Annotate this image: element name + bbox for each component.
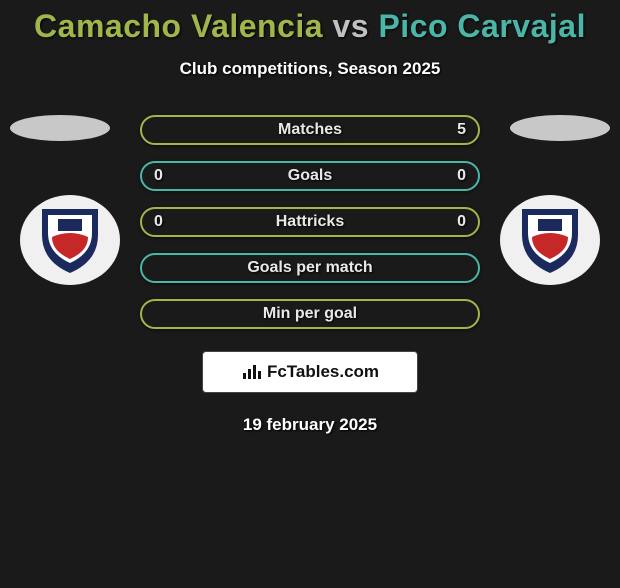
row-hattricks: 0 Hattricks 0: [140, 207, 480, 237]
hattricks-label: Hattricks: [276, 213, 344, 231]
shield-icon: [32, 201, 108, 277]
hattricks-right: 0: [457, 213, 466, 231]
player2-flag-oval: [510, 115, 610, 141]
gpm-label: Goals per match: [247, 259, 372, 277]
row-min-per-goal: Min per goal: [140, 299, 480, 329]
player2-name: Pico Carvajal: [378, 8, 586, 44]
bar-chart-icon: [241, 363, 263, 381]
hattricks-left: 0: [154, 213, 163, 231]
matches-label: Matches: [278, 121, 342, 139]
row-goals: 0 Goals 0: [140, 161, 480, 191]
goals-right: 0: [457, 167, 466, 185]
matches-right: 5: [457, 121, 466, 139]
subtitle: Club competitions, Season 2025: [0, 59, 620, 79]
goals-left: 0: [154, 167, 163, 185]
row-matches: Matches 5: [140, 115, 480, 145]
snapshot-date: 19 february 2025: [0, 415, 620, 435]
player1-name: Camacho Valencia: [34, 8, 323, 44]
player1-club-crest: [20, 195, 120, 285]
shield-icon: [512, 201, 588, 277]
player1-flag-oval: [10, 115, 110, 141]
goals-label: Goals: [288, 167, 332, 185]
stat-rows: Matches 5 0 Goals 0 0 Hattricks 0 Goals …: [140, 115, 480, 345]
row-goals-per-match: Goals per match: [140, 253, 480, 283]
comparison-title: Camacho Valencia vs Pico Carvajal: [0, 8, 620, 45]
vs-text: vs: [332, 8, 369, 44]
player2-club-crest: [500, 195, 600, 285]
mpg-label: Min per goal: [263, 305, 357, 323]
stats-content: Matches 5 0 Goals 0 0 Hattricks 0 Goals …: [0, 115, 620, 345]
source-site: FcTables.com: [267, 362, 379, 382]
source-badge: FcTables.com: [202, 351, 418, 393]
